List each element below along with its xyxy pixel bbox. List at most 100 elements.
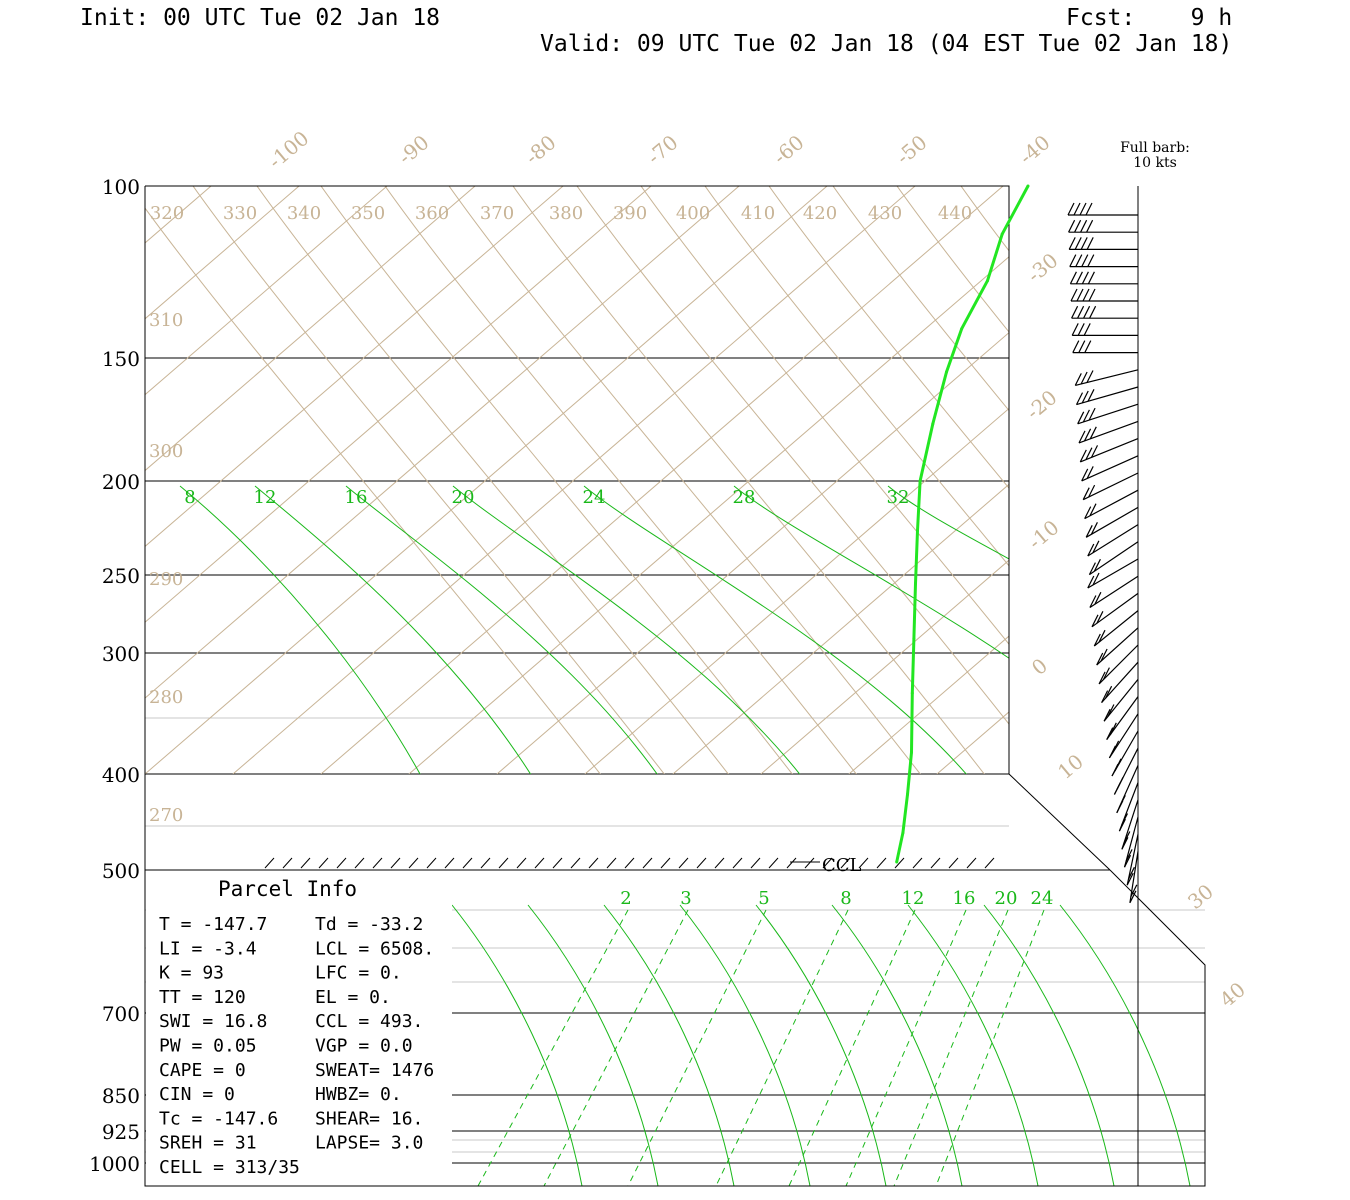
profile-point: [918, 479, 922, 483]
legend-full-barb: Full barb:: [1120, 140, 1190, 156]
barb-feather: [1093, 558, 1101, 572]
isotherm-label: 30: [1183, 879, 1218, 914]
theta-line: [1139, 166, 1350, 806]
barb-feather: [1094, 591, 1102, 605]
parcel-stat-left: CIN = 0: [159, 1084, 235, 1105]
profile-point: [914, 582, 917, 585]
barb-feather: [1075, 271, 1083, 285]
hatch-mark: [984, 857, 995, 869]
barb-feather: [1080, 219, 1088, 233]
parcel-stat-left: CELL = 313/35: [159, 1157, 300, 1178]
mixing-ratio-line: [627, 909, 767, 1187]
hatch-mark: [372, 857, 383, 869]
hatch-mark: [768, 857, 779, 869]
barb-feather: [1125, 849, 1133, 862]
barb-feather: [1108, 745, 1116, 759]
barb-feather: [1116, 776, 1124, 790]
hatch-mark: [840, 857, 851, 869]
mixing-ratio-label: 16: [953, 888, 976, 909]
barb-feather: [1087, 254, 1095, 267]
barb-feather: [1088, 562, 1096, 575]
barb-feather: [1123, 854, 1132, 868]
barb-shaft: [1078, 420, 1139, 444]
isotherm-line: [145, 186, 388, 396]
hatch-mark: [480, 857, 491, 869]
barb-shaft: [1091, 592, 1139, 628]
parcel-stat-left: SWI = 16.8: [159, 1011, 267, 1032]
barb-feather: [1083, 323, 1091, 336]
isotherm-line: [496, 331, 1009, 774]
moist-adiabat-line: [1059, 904, 1191, 1187]
isotherm-line: [145, 186, 740, 699]
barb-feather: [1105, 685, 1113, 699]
wind-barb: [1098, 644, 1139, 685]
pressure-tick-label: 925: [102, 1120, 140, 1144]
moist-adiabat-line: [907, 904, 1039, 1187]
isotherm-label: 40: [1215, 977, 1250, 1012]
isotherm-line: [145, 186, 564, 548]
theta-label: 390: [613, 203, 647, 224]
wind-barb: [1089, 575, 1139, 609]
theta-line: [320, 186, 793, 774]
theta-line: [512, 186, 985, 774]
pressure-tick-label: 200: [102, 470, 140, 494]
profile-point: [931, 422, 935, 426]
mixing-ratio-line: [477, 909, 629, 1187]
mixing-ratio-line: [845, 909, 967, 1187]
moist-adiabat-line: [451, 904, 583, 1187]
isotherm-line: [672, 483, 1009, 774]
theta-line: [256, 186, 729, 774]
pressure-tick-label: 1000: [89, 1152, 140, 1176]
barb-feather: [1130, 884, 1138, 898]
parcel-stat-left: T = -147.7: [159, 914, 267, 935]
theta-label: 280: [149, 687, 183, 708]
barb-feather: [1074, 237, 1082, 250]
profile-point: [916, 529, 919, 533]
isotherm-line: [1289, 186, 1350, 774]
isotherm-label: -40: [1014, 130, 1054, 169]
theta-line: [1267, 166, 1350, 806]
theta-line: [704, 186, 1009, 567]
mixing-ratio-label: 12: [254, 487, 277, 508]
isotherm-label: -100: [264, 126, 314, 173]
valid-time: Valid: 09 UTC Tue 02 Jan 18 (04 EST Tue …: [540, 31, 1233, 57]
theta-label: 300: [149, 441, 183, 462]
mixing-ratio-line: [935, 909, 1045, 1187]
theta-line: [1203, 166, 1350, 806]
barb-feather: [1069, 271, 1077, 285]
profile-point: [901, 831, 905, 835]
moist-adiabat-line: [527, 904, 659, 1187]
moist-adiabat-line: [583, 485, 967, 774]
hatch-mark: [300, 857, 311, 869]
barb-feather: [1091, 614, 1099, 628]
barb-shaft: [1075, 369, 1139, 386]
parcel-stat-right: SWEAT= 1476: [315, 1060, 434, 1081]
isotherm-label: -30: [1022, 248, 1062, 287]
hatch-mark: [318, 857, 329, 869]
wind-barb: [1091, 592, 1139, 628]
moist-adiabat-line: [755, 904, 887, 1187]
barb-shaft: [1096, 627, 1139, 666]
pressure-tick-label: 500: [102, 859, 140, 883]
mixing-ratio-label: 20: [995, 888, 1018, 909]
ccl-label: CCL: [822, 855, 862, 876]
parcel-stat-right: SHEAR= 16.: [315, 1108, 423, 1129]
profile-point: [912, 637, 916, 640]
parcel-stat-right: CCL = 493.: [315, 1011, 423, 1032]
isotherm-line: [145, 186, 828, 774]
wind-barb: [1085, 506, 1139, 538]
theta-label: 290: [149, 569, 183, 590]
isotherm-label: -10: [1023, 515, 1063, 554]
barb-feather: [1084, 506, 1092, 519]
theta-label: 400: [676, 203, 710, 224]
legend-knots: 10 kts: [1133, 155, 1177, 171]
wind-barb: [1079, 438, 1139, 463]
hatch-mark: [408, 857, 419, 869]
wind-barb: [1071, 323, 1138, 336]
theta-line: [1075, 166, 1350, 806]
barb-feather: [1086, 237, 1094, 250]
barb-feather: [1089, 595, 1097, 608]
theta-label: 380: [549, 203, 583, 224]
barb-shaft: [1080, 438, 1139, 463]
hatch-mark: [804, 857, 815, 869]
